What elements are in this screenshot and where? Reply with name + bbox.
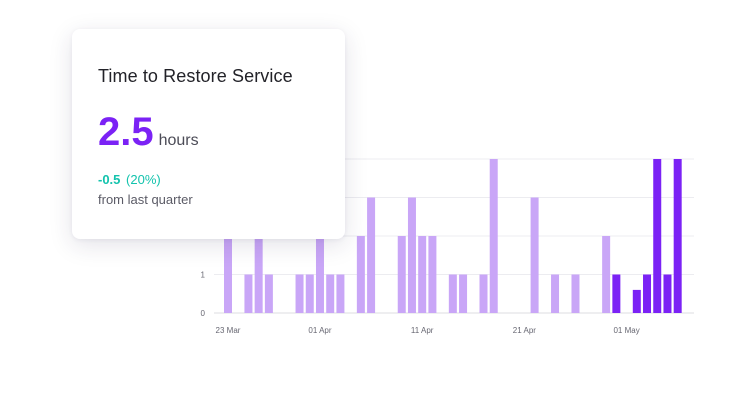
x-tick-label: 11 Apr xyxy=(411,326,434,335)
bar-previous xyxy=(571,274,580,313)
bar-previous xyxy=(356,236,365,313)
x-tick-label: 01 May xyxy=(613,326,639,335)
bar-current xyxy=(653,159,662,313)
change-row: -0.5 (20%) xyxy=(98,172,319,187)
bar-current xyxy=(643,274,652,313)
x-tick-label: 21 Apr xyxy=(513,326,536,335)
bar-previous xyxy=(305,274,314,313)
bar-previous xyxy=(448,274,457,313)
card-title: Time to Restore Service xyxy=(98,66,293,86)
bars xyxy=(224,159,682,313)
change-delta: -0.5 xyxy=(98,172,121,187)
bar-previous xyxy=(489,159,498,313)
change-percent: (20%) xyxy=(126,172,161,187)
bar-previous xyxy=(530,197,539,313)
bar-previous xyxy=(428,236,437,313)
bar-previous xyxy=(459,274,468,313)
bar-previous xyxy=(367,197,376,313)
bar-previous xyxy=(264,274,273,313)
metric-value: 2.5 xyxy=(98,110,154,154)
bar-previous xyxy=(244,274,253,313)
bar-previous xyxy=(315,236,324,313)
change-caption: from last quarter xyxy=(98,192,193,207)
bar-current xyxy=(632,289,641,313)
bar-previous xyxy=(224,236,232,313)
bar-previous xyxy=(407,197,416,313)
bar-previous xyxy=(602,236,611,313)
metric-row: 2.5 hours xyxy=(98,112,319,152)
x-tick-label: 01 Apr xyxy=(308,326,331,335)
bar-previous xyxy=(479,274,488,313)
bar-current xyxy=(612,274,621,313)
bar-previous xyxy=(254,236,263,313)
x-tick-label: 23 Mar xyxy=(216,326,241,335)
bar-previous xyxy=(551,274,560,313)
bar-previous xyxy=(336,274,345,313)
metric-unit: hours xyxy=(158,132,199,149)
y-tick-label: 1 xyxy=(201,271,206,280)
bar-previous xyxy=(326,274,335,313)
bar-previous xyxy=(418,236,427,313)
bar-current xyxy=(663,274,672,313)
axis-labels: 0 1 23 Mar 01 Apr 11 Apr 21 Apr 01 May xyxy=(201,271,640,336)
bar-previous xyxy=(397,236,406,313)
bar-previous xyxy=(295,274,304,313)
bar-current xyxy=(673,159,682,313)
y-tick-label: 0 xyxy=(201,309,206,318)
metric-card: Time to Restore Service 2.5 hours -0.5 (… xyxy=(72,29,345,239)
